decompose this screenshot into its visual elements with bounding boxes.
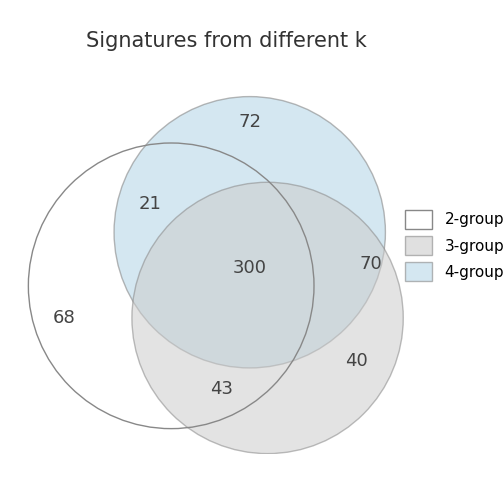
Legend: 2-group, 3-group, 4-group: 2-group, 3-group, 4-group <box>405 210 504 281</box>
Text: 40: 40 <box>345 352 368 370</box>
Text: 43: 43 <box>210 381 233 398</box>
Text: 300: 300 <box>233 259 267 277</box>
Title: Signatures from different k: Signatures from different k <box>86 31 367 51</box>
Text: 21: 21 <box>138 195 161 213</box>
Circle shape <box>114 97 386 368</box>
Circle shape <box>132 182 403 454</box>
Text: 72: 72 <box>238 112 261 131</box>
Text: 68: 68 <box>53 309 76 327</box>
Text: 70: 70 <box>360 256 383 273</box>
